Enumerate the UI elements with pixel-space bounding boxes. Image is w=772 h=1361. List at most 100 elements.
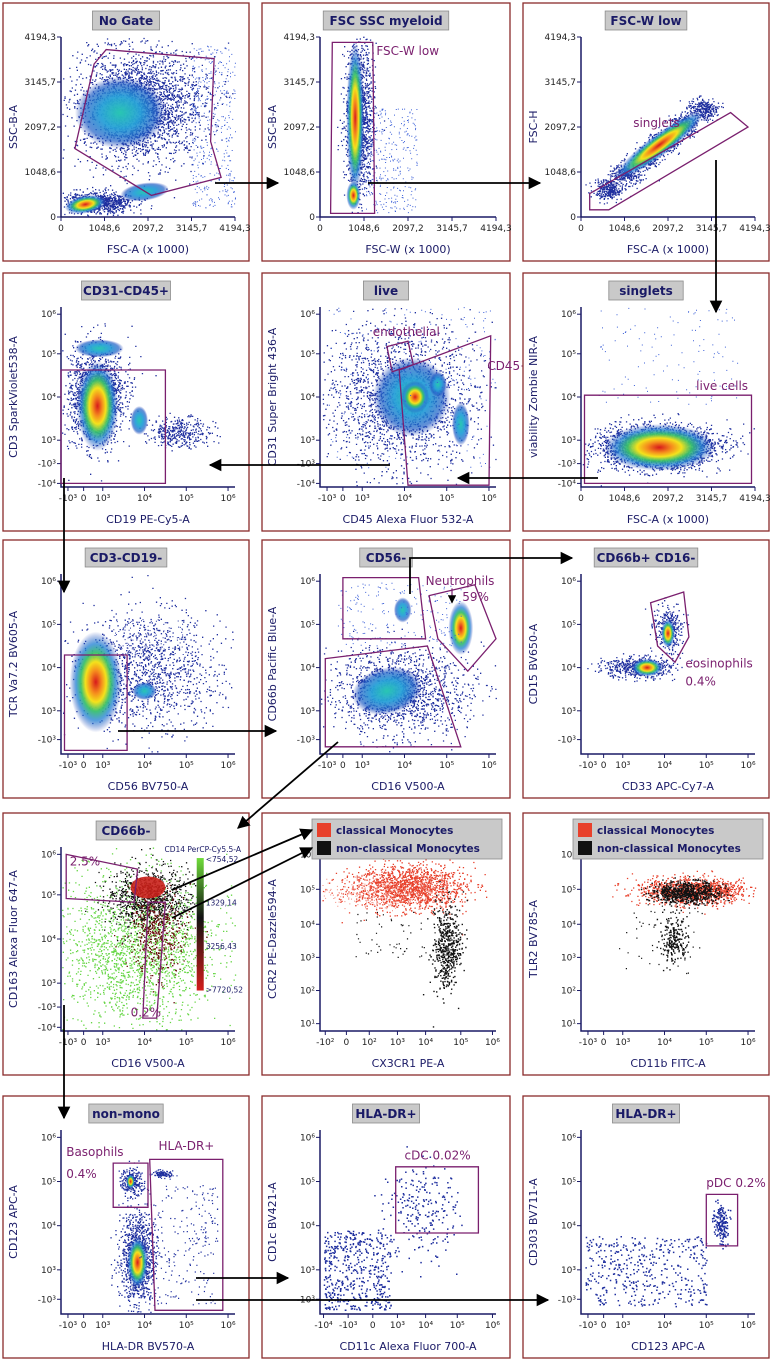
y-tick-label: 10⁶ [300, 310, 315, 320]
x-tick-label: 1048,6 [609, 224, 641, 234]
y-axis-label: FSC-H [527, 110, 540, 143]
y-tick-label: -10³ [297, 736, 316, 746]
x-tick-label: 10⁶ [221, 1038, 236, 1048]
x-tick-label: 10³ [615, 761, 630, 771]
gate-polygon [428, 584, 497, 673]
y-tick-label: 10⁵ [300, 620, 315, 630]
x-tick-label: 2097,2 [652, 224, 684, 234]
gate-polygon [589, 111, 750, 211]
x-tick-label: 3145,7 [696, 224, 728, 234]
y-tick-label: -10³ [558, 736, 577, 746]
event-dots [640, 876, 732, 911]
series-legend: classical Monocytes non-classical Monocyt… [572, 818, 764, 860]
x-tick-label: -10³ [59, 1038, 78, 1048]
y-tick-label: 10¹ [300, 1020, 315, 1030]
axis-lines [319, 307, 496, 488]
y-tick-label: 10⁶ [41, 1133, 56, 1143]
legend-label-nonclassical: non-classical Monocytes [597, 843, 741, 855]
y-tick-label: 10³ [561, 436, 576, 446]
y-tick-label: 10⁵ [561, 350, 576, 360]
axis-lines [319, 847, 496, 1032]
axis-lines [319, 574, 496, 755]
gate-label: live cells [696, 379, 748, 393]
y-tick-label: 10⁴ [561, 393, 576, 403]
density-cluster [130, 876, 166, 899]
x-tick-label: 10⁶ [741, 761, 756, 771]
panel-frame [2, 272, 250, 532]
x-axis-label: CX3CR1 PE-A [372, 1057, 445, 1070]
density-cluster [448, 601, 474, 655]
gating-arrow [171, 847, 314, 919]
y-tick-label: 10³ [41, 1266, 56, 1276]
y-tick-label: 10⁵ [41, 891, 56, 901]
gating-arrows [57, 160, 723, 1307]
x-tick-label: 10⁵ [179, 494, 194, 504]
panel-2: FSC SSC myeloid 0 1048,6 2097,2 3145,7 4194,3… [261, 2, 512, 262]
x-tick-label: 0 [81, 1038, 87, 1048]
x-tick-label: 10⁴ [418, 1038, 433, 1048]
density-cluster [64, 194, 106, 214]
y-axis-label: CD303 BV711-A [527, 1178, 540, 1266]
x-tick-label: 10³ [355, 494, 370, 504]
x-axis-label: CD56 BV750-A [108, 780, 189, 793]
x-tick-label: -10³ [318, 494, 337, 504]
gate-polygon [649, 591, 690, 664]
y-tick-label: 10⁶ [561, 850, 576, 860]
y-tick-label: 10³ [300, 707, 315, 717]
y-tick-label: 10³ [300, 436, 315, 446]
y-tick-label: 0 [570, 213, 576, 223]
axis-lines [60, 574, 235, 755]
y-axis-label: CCR2 PE-Dazzle594-A [266, 879, 279, 999]
y-tick-label: 10⁴ [41, 1222, 56, 1232]
event-dots [149, 1169, 178, 1180]
event-dots [598, 307, 739, 405]
color-scale-tick: >7720,52 [206, 985, 244, 994]
series-legend: classical Monocytes non-classical Monocyt… [311, 818, 503, 860]
panel-title: HLA-DR+ [615, 1107, 676, 1121]
density-cluster [132, 682, 157, 700]
event-dots [355, 911, 442, 958]
event-dots [656, 901, 690, 972]
y-tick-label: -10⁴ [558, 479, 577, 489]
y-tick-label: 10⁶ [41, 850, 56, 860]
x-tick-label: 10⁶ [741, 1321, 756, 1331]
panel-title: No Gate [99, 14, 153, 28]
x-tick-label: 10⁴ [397, 494, 412, 504]
legend-box [311, 818, 503, 860]
gate-label: endothelial [373, 325, 440, 339]
x-tick-label: 0 [578, 494, 584, 504]
event-dots [337, 582, 462, 647]
x-tick-label: 10⁴ [657, 1321, 672, 1331]
scatter-events [322, 854, 488, 1028]
y-axis-label: SSC-B-A [266, 105, 279, 149]
panel-title: live [374, 284, 398, 298]
y-tick-label: 10⁶ [300, 1133, 315, 1143]
y-tick-label: 3145,7 [545, 78, 577, 88]
y-axis-label: SSC-B-A [7, 105, 20, 149]
x-axis-label: CD11c Alexa Fluor 700-A [340, 1340, 477, 1353]
x-tick-label: 0 [340, 761, 346, 771]
event-dots [328, 307, 496, 470]
panel-13: non-mono-10³ 0 10³ 10⁴ 10⁵ 10⁶-10³10³10⁴10⁵10… [2, 1095, 250, 1359]
x-tick-label: -10³ [339, 1321, 358, 1331]
y-tick-label: 4194,3 [545, 33, 577, 43]
x-tick-label: 10³ [390, 1038, 405, 1048]
x-tick-label: 10⁵ [699, 1321, 714, 1331]
x-tick-label: 10⁵ [439, 761, 454, 771]
panel-frame [2, 1095, 250, 1359]
x-tick-label: 10⁶ [485, 1038, 500, 1048]
event-dots [191, 45, 236, 209]
panel-frame [522, 272, 770, 532]
gate-polygon [112, 1162, 149, 1208]
panel-title-box [81, 280, 171, 301]
panel-title-box [352, 1103, 420, 1124]
scatter-events [62, 37, 236, 217]
event-dots [364, 108, 418, 214]
gates: cDC 0.02% [395, 1148, 480, 1234]
x-tick-label: 10⁶ [221, 761, 236, 771]
gates: singlets [589, 111, 750, 211]
x-tick-label: 0 [340, 494, 346, 504]
x-tick-label: 0 [317, 224, 323, 234]
color-scale-tick: <754,52 [206, 855, 239, 864]
